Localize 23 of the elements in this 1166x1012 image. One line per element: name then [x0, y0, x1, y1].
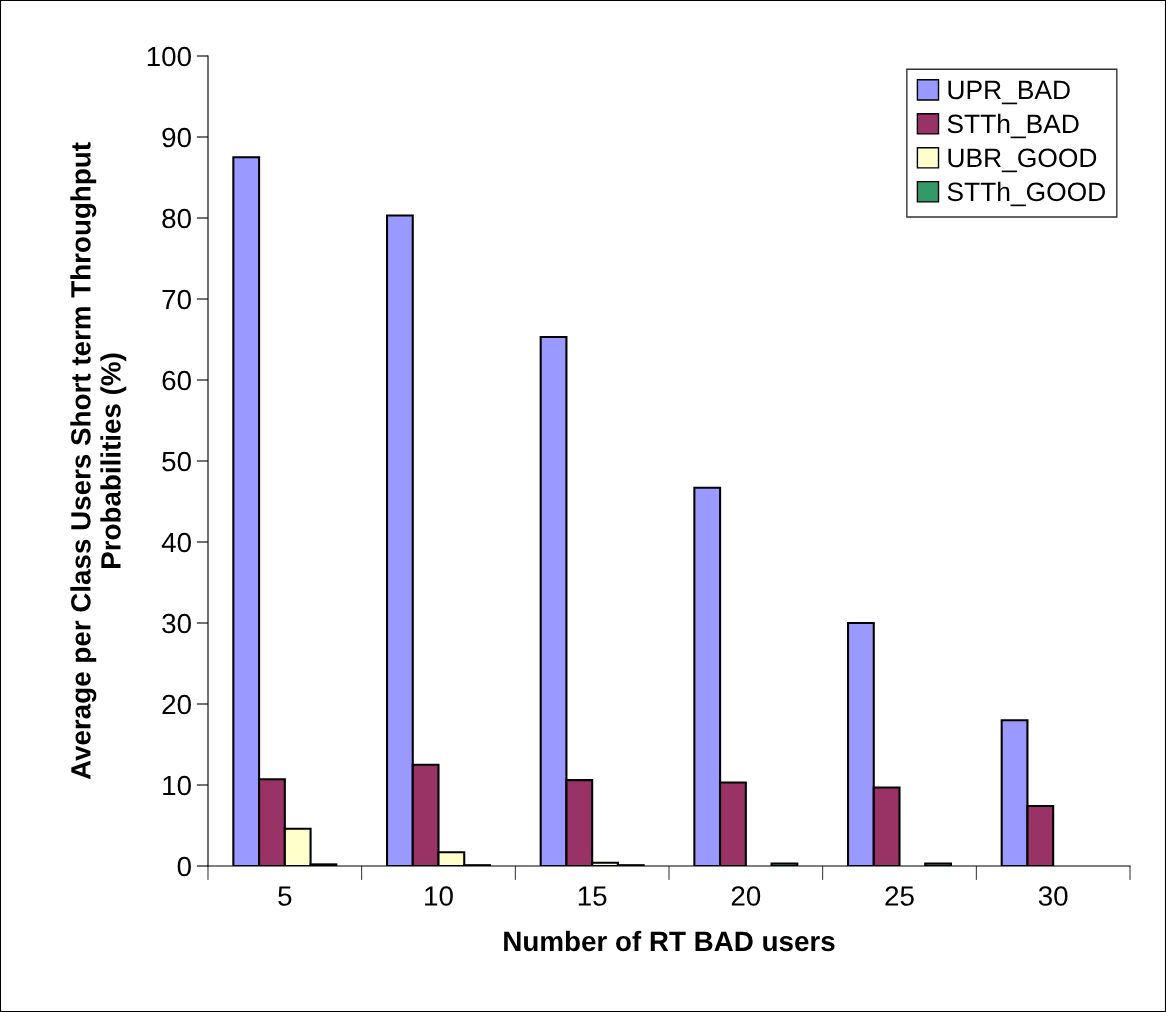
y-tick-label: 60 [162, 370, 191, 391]
y-tick-label: 10 [163, 775, 191, 796]
y-tick-label: 0 [177, 856, 191, 877]
legend-label: UBR_GOOD [948, 148, 1097, 173]
y-tick-label: 90 [162, 127, 191, 148]
y-tick-label: 20 [162, 694, 191, 715]
y-tick-label: 80 [162, 208, 191, 229]
y-tick-label: 40 [161, 532, 191, 553]
legend-label: UPR_BAD [948, 80, 1070, 105]
x-tick-label: 5 [278, 886, 292, 906]
x-axis-title: Number of RT BAD users [504, 930, 835, 952]
x-tick-label: 15 [578, 886, 607, 906]
x-tick-label: 10 [425, 886, 453, 906]
x-tick-label: 20 [731, 886, 761, 906]
y-tick-label: 70 [162, 289, 191, 310]
y-axis-title: Average per Class Users Short term Throughput Probabilities (%) [70, 142, 127, 780]
y-tick-label: 30 [162, 613, 191, 634]
legend-label: STTh_BAD [947, 113, 1079, 139]
x-tick-label: 30 [1038, 886, 1068, 906]
y-tick-label: 100 [147, 46, 191, 67]
legend-label: STTh_GOOD [947, 181, 1105, 207]
y-tick-label: 50 [162, 451, 191, 472]
x-tick-label: 25 [885, 886, 914, 906]
